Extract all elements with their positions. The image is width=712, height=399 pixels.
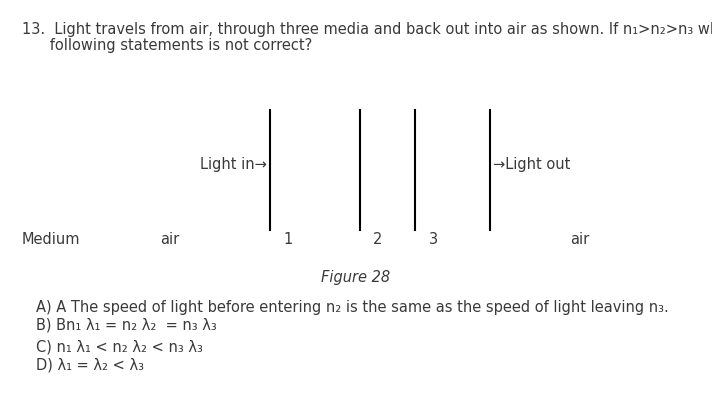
Text: Figure 28: Figure 28 bbox=[321, 270, 391, 285]
Text: 1: 1 bbox=[283, 233, 293, 247]
Text: air: air bbox=[160, 233, 179, 247]
Text: following statements is not correct?: following statements is not correct? bbox=[22, 38, 313, 53]
Text: air: air bbox=[570, 233, 590, 247]
Text: B) Bn₁ λ₁ = n₂ λ₂  = n₃ λ₃: B) Bn₁ λ₁ = n₂ λ₂ = n₃ λ₃ bbox=[36, 318, 216, 333]
Text: 2: 2 bbox=[373, 233, 382, 247]
Text: C) n₁ λ₁ < n₂ λ₂ < n₃ λ₃: C) n₁ λ₁ < n₂ λ₂ < n₃ λ₃ bbox=[36, 340, 203, 355]
Text: 13.  Light travels from air, through three media and back out into air as shown.: 13. Light travels from air, through thre… bbox=[22, 22, 712, 37]
Text: →Light out: →Light out bbox=[493, 158, 570, 172]
Text: Light in→: Light in→ bbox=[200, 158, 267, 172]
Text: Medium: Medium bbox=[22, 233, 80, 247]
Text: A) A The speed of light before entering n₂ is the same as the speed of light lea: A) A The speed of light before entering … bbox=[36, 300, 669, 315]
Text: 3: 3 bbox=[429, 233, 438, 247]
Text: D) λ₁ = λ₂ < λ₃: D) λ₁ = λ₂ < λ₃ bbox=[36, 358, 144, 373]
